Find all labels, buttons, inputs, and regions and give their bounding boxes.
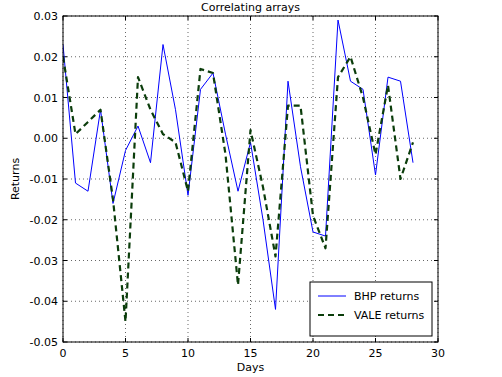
tick-label: 25 [369,347,383,360]
tick [434,138,438,139]
tick [63,301,67,302]
tick [434,219,438,220]
background [0,0,502,377]
tick-label: 20 [306,347,320,360]
tick-label: -0.01 [30,173,58,186]
tick [125,338,126,342]
y-axis-label: Returns [9,158,22,201]
tick [375,338,376,342]
tick [313,16,314,20]
tick-label: 0.02 [34,51,59,64]
x-axis-label: Days [237,361,265,374]
grid-line [63,56,438,57]
tick [63,179,67,180]
tick-label: 0.03 [34,10,59,23]
grid-line [250,16,251,342]
tick [188,16,189,20]
series-group [63,20,413,322]
grid-line [63,219,438,220]
tick-label: -0.05 [30,336,58,349]
tick [63,260,67,261]
tick-label: -0.04 [30,295,58,308]
tick-label: 0.01 [34,92,59,105]
chart: 0 5 10 15 20 25 30 -0.05 -0.04 -0.03 -0.02 -0.01 0.0… [0,0,502,377]
title: Correlating arrays [201,1,300,14]
tick [434,179,438,180]
legend-box [310,282,432,336]
grid-line [63,97,438,98]
tick [313,338,314,342]
tick [63,219,67,220]
tick-label: 15 [244,347,258,360]
tick [125,16,126,20]
tick [375,16,376,20]
tick-label: 10 [181,347,195,360]
tick-label: 5 [122,347,129,360]
legend-label: VALE returns [354,309,425,322]
tick [434,260,438,261]
tick [63,138,67,139]
plot-area [63,16,438,342]
tick-label: 0.00 [34,132,59,145]
legend-swatch [318,314,346,316]
frame [63,16,438,342]
tick [188,338,189,342]
tick [434,97,438,98]
legend-label: BHP returns [354,290,420,303]
tick [250,16,251,20]
tick [250,338,251,342]
tick-label: 30 [431,347,445,360]
grid-line [125,16,126,342]
legend-swatch [318,296,346,297]
tick [63,97,67,98]
tick [434,56,438,57]
series-line [63,20,413,309]
tick-label: 0 [60,347,67,360]
tick-label: -0.03 [30,255,58,268]
tick [434,301,438,302]
legend: BHP returns VALE returns [310,282,432,336]
tick-label: -0.02 [30,214,58,227]
